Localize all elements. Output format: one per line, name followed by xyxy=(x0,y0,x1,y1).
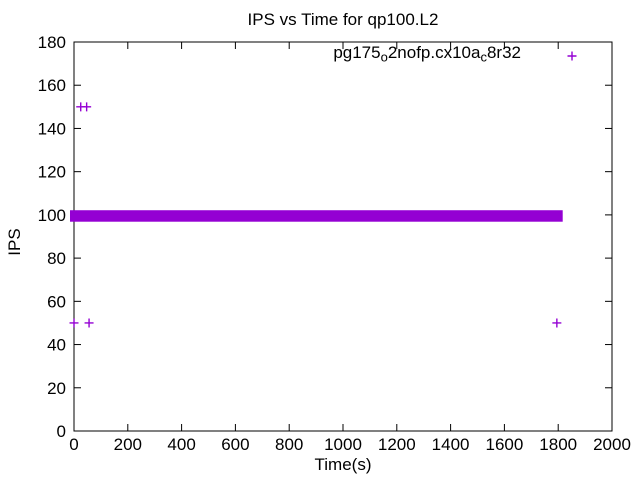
x-tick-label: 800 xyxy=(275,435,303,454)
x-tick-label: 1800 xyxy=(539,435,577,454)
x-tick-label: 200 xyxy=(114,435,142,454)
y-tick-label: 60 xyxy=(47,292,66,311)
legend-label: pg175o2nofp.cx10ac8r32 xyxy=(333,43,521,65)
x-tick-label: 400 xyxy=(167,435,195,454)
x-axis-label: Time(s) xyxy=(314,455,372,474)
y-tick-label: 100 xyxy=(38,206,66,225)
plot-border xyxy=(73,41,613,432)
x-tick-label: 600 xyxy=(221,435,249,454)
x-tick-label: 0 xyxy=(69,435,78,454)
x-tick-label: 1400 xyxy=(432,435,470,454)
y-tick-label: 160 xyxy=(38,76,66,95)
data-band xyxy=(70,210,563,222)
x-tick-label: 2000 xyxy=(593,435,631,454)
x-tick-label: 1200 xyxy=(378,435,416,454)
y-tick-label: 40 xyxy=(47,336,66,355)
chart-title: IPS vs Time for qp100.L2 xyxy=(247,10,439,29)
data-point xyxy=(69,318,79,328)
y-tick-label: 180 xyxy=(38,33,66,52)
data-point xyxy=(84,318,94,328)
y-tick-label: 140 xyxy=(38,119,66,138)
legend-marker-icon xyxy=(567,51,577,61)
x-tick-label: 1000 xyxy=(324,435,362,454)
y-tick-label: 120 xyxy=(38,163,66,182)
y-tick-label: 20 xyxy=(47,379,66,398)
y-tick-label: 0 xyxy=(57,422,66,441)
data-point xyxy=(552,318,562,328)
y-tick-label: 80 xyxy=(47,249,66,268)
data-point xyxy=(82,102,92,112)
x-tick-label: 1600 xyxy=(485,435,523,454)
